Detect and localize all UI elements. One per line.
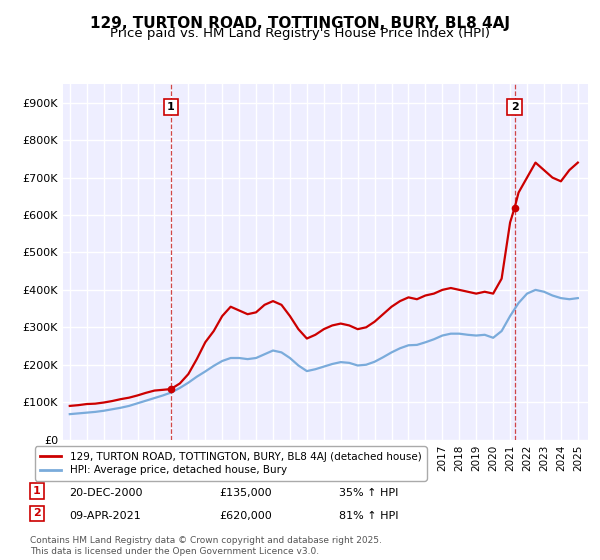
Text: 129, TURTON ROAD, TOTTINGTON, BURY, BL8 4AJ: 129, TURTON ROAD, TOTTINGTON, BURY, BL8 … — [90, 16, 510, 31]
Legend: 129, TURTON ROAD, TOTTINGTON, BURY, BL8 4AJ (detached house), HPI: Average price: 129, TURTON ROAD, TOTTINGTON, BURY, BL8 … — [35, 446, 427, 480]
Text: 35% ↑ HPI: 35% ↑ HPI — [339, 488, 398, 498]
Text: 09-APR-2021: 09-APR-2021 — [69, 511, 141, 521]
Text: 2: 2 — [511, 102, 518, 112]
Text: Price paid vs. HM Land Registry's House Price Index (HPI): Price paid vs. HM Land Registry's House … — [110, 27, 490, 40]
Text: £135,000: £135,000 — [219, 488, 272, 498]
Text: 2: 2 — [33, 508, 41, 519]
Text: 20-DEC-2000: 20-DEC-2000 — [69, 488, 143, 498]
Text: 1: 1 — [33, 486, 41, 496]
Text: £620,000: £620,000 — [219, 511, 272, 521]
Text: 81% ↑ HPI: 81% ↑ HPI — [339, 511, 398, 521]
Text: 1: 1 — [167, 102, 175, 112]
Text: Contains HM Land Registry data © Crown copyright and database right 2025.
This d: Contains HM Land Registry data © Crown c… — [30, 536, 382, 556]
